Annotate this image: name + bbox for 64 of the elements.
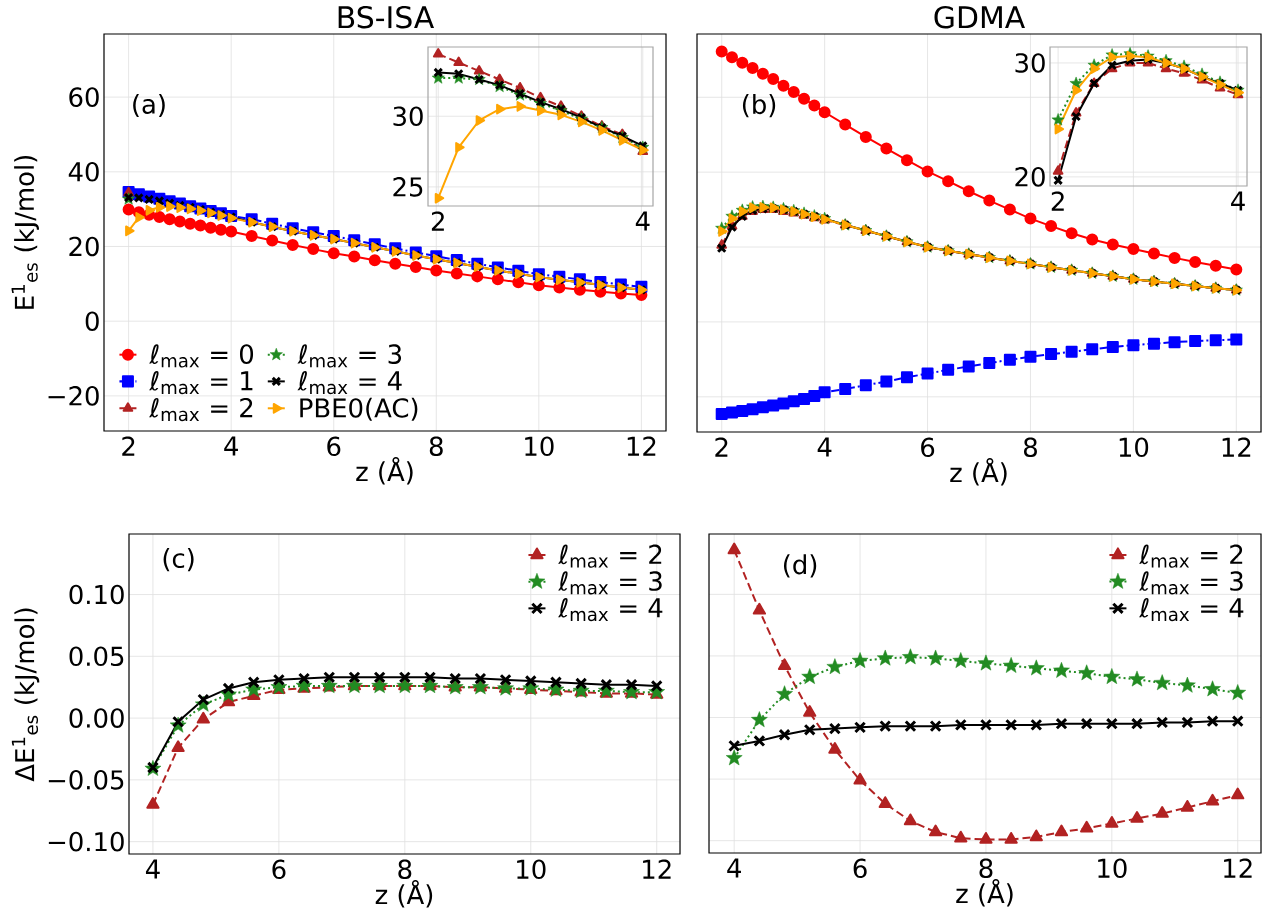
x-axis-title: z (Å) — [950, 457, 1007, 486]
x-axis-title: z (Å) — [356, 456, 413, 485]
legend-label: ℓ$_{max}$ = 3 — [558, 571, 662, 595]
x-axis-title: z (Å) — [375, 879, 433, 908]
x-tick-label: 6 — [853, 858, 867, 879]
legend-label: ℓ$_{max}$ = 2 — [1139, 544, 1243, 568]
x-tick-label: 8 — [429, 436, 443, 457]
x-tick-label: 10 — [1098, 858, 1127, 879]
x-tick-label: 8 — [398, 859, 412, 880]
x-tick-label: 8 — [1024, 437, 1037, 458]
annotation: (a) — [133, 93, 165, 117]
x-tick-label: 8 — [979, 858, 993, 879]
legend-label: ℓ$_{max}$ = 0 — [149, 344, 254, 368]
x-tick-label: 2 — [715, 437, 728, 457]
annotation: (c) — [163, 548, 194, 572]
legend-label: PBE0(AC) — [300, 397, 418, 421]
x-tick-label: 10 — [517, 859, 546, 880]
annotation: (b) — [742, 94, 776, 118]
y-tick-label: 0.05 — [69, 646, 124, 667]
x-tick-label: 4 — [817, 437, 832, 457]
x-tick-label: 12 — [627, 436, 656, 456]
x-tick-label: 2 — [431, 211, 444, 231]
x-tick-label: 10 — [1119, 437, 1149, 458]
y-tick-label: 0 — [85, 311, 99, 331]
y-tick-label: 20 — [1015, 167, 1045, 187]
legend-label: ℓ$_{max}$ = 4 — [558, 597, 663, 622]
y-tick-label: 60 — [69, 87, 99, 107]
x-axis-title: z (Å) — [956, 878, 1013, 907]
legend-label: ℓ$_{max}$ = 4 — [297, 371, 402, 395]
legend-label: ℓ$_{max}$ = 2 — [149, 397, 253, 422]
y-tick-label: 25 — [393, 177, 423, 197]
legend-label: ℓ$_{max}$ = 3 — [297, 344, 402, 368]
x-tick-label: 6 — [272, 859, 286, 880]
y-tick-label: 20 — [69, 236, 99, 257]
x-tick-label: 4 — [1231, 191, 1245, 211]
legend-label: ℓ$_{max}$ = 1 — [149, 371, 253, 395]
y-tick-label: 40 — [68, 162, 99, 182]
legend-label: ℓ$_{max}$ = 3 — [1139, 571, 1243, 595]
x-tick-label: 2 — [1051, 191, 1064, 211]
x-tick-label: 6 — [921, 437, 935, 458]
x-tick-label: 4 — [145, 859, 160, 879]
y-axis-title: ΔE$^{1}$$_{es}$ (kJ/mol) — [11, 608, 40, 782]
x-tick-label: 12 — [1222, 437, 1251, 457]
x-tick-label: 10 — [525, 436, 554, 457]
x-tick-label: 12 — [1224, 858, 1252, 878]
x-tick-label: 4 — [727, 858, 741, 878]
x-tick-label: 12 — [643, 859, 671, 879]
y-tick-label: −0.10 — [48, 831, 124, 852]
x-tick-label: 4 — [635, 211, 650, 231]
chart-title: GDMA — [934, 5, 1025, 29]
y-tick-label: −20 — [48, 386, 99, 406]
x-tick-label: 4 — [224, 436, 238, 456]
y-tick-label: −0.05 — [48, 770, 124, 790]
y-axis-title: E$^{1}$$_{es}$ (kJ/mol) — [11, 155, 39, 309]
y-tick-label: 0.10 — [69, 584, 124, 605]
annotation: (d) — [783, 554, 817, 578]
x-tick-label: 6 — [327, 436, 341, 457]
y-tick-label: 30 — [393, 106, 423, 127]
legend-label: ℓ$_{max}$ = 4 — [1139, 597, 1244, 622]
legend-label: ℓ$_{max}$ = 2 — [558, 544, 662, 568]
chart-title: BS-ISA — [338, 5, 435, 29]
y-tick-label: 30 — [1015, 53, 1045, 73]
y-tick-label: 0.00 — [69, 708, 124, 728]
x-tick-label: 2 — [122, 436, 135, 456]
